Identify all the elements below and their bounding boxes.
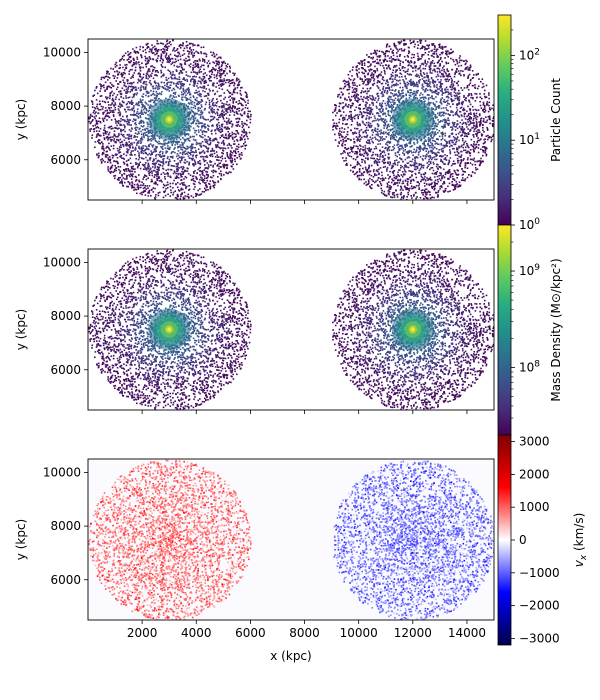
colorbar-label: Mass Density (M⊙/kpc²): [549, 258, 563, 401]
cluster-1: [88, 459, 252, 620]
x-tick-label: 4000: [181, 626, 212, 640]
y-tick-label: 8000: [50, 309, 81, 323]
y-tick-label: 8000: [50, 519, 81, 533]
panel-particle-count: 6000 8000 10000 y (kpc) 100 101 102 Particle Co…: [14, 14, 563, 232]
y-tick-label: 10000: [43, 465, 81, 479]
colorbar-tick-label: −3000: [519, 631, 560, 645]
colorbar-tick-label: 108: [519, 360, 540, 375]
cluster-1: [88, 249, 252, 410]
colorbar-tick-label: 1000: [519, 500, 550, 514]
x-tick-label: 12000: [394, 626, 432, 640]
y-tick-label: 8000: [50, 99, 81, 113]
heatmap-cells: [88, 39, 494, 200]
x-tick-label: 14000: [448, 626, 486, 640]
axes-frame: [87, 248, 495, 411]
colorbar-particle-count: 100 101 102 Particle Count: [497, 14, 563, 232]
axes-frame: [87, 458, 495, 621]
x-tick-label: 6000: [235, 626, 266, 640]
cluster-1: [88, 39, 252, 200]
colorbar-gradient: [498, 15, 511, 225]
x-axis-label: x (kpc): [270, 649, 311, 663]
y-tick-label: 10000: [43, 255, 81, 269]
cluster-2: [332, 39, 494, 200]
colorbar-tick-label: 101: [519, 132, 540, 147]
colorbar-gradient: [498, 435, 511, 645]
colorbar-tick-label: 0: [519, 533, 527, 547]
y-tick-label: 6000: [50, 153, 81, 167]
colorbar-label: Particle Count: [549, 78, 563, 162]
y-tick-label: 6000: [50, 573, 81, 587]
x-tick-label: 8000: [289, 626, 320, 640]
colorbar-tick-label: −2000: [519, 599, 560, 613]
x-tick-label: 2000: [127, 626, 158, 640]
colorbar-tick-label: 102: [519, 47, 540, 62]
colorbar-tick-label: 2000: [519, 467, 550, 481]
heatmap-cells: [88, 249, 494, 410]
y-tick-label: 6000: [50, 363, 81, 377]
colorbar-tick-label: 3000: [519, 435, 550, 449]
colorbar-mass-density: 108 109 Mass Density (M⊙/kpc²): [497, 224, 563, 436]
x-tick-label: 10000: [340, 626, 378, 640]
y-axis-label: y (kpc): [14, 99, 28, 140]
panel-mass-density: 6000 8000 10000 y (kpc) 108 109 Mass Density (…: [14, 224, 563, 436]
colorbar-tick-label: 109: [519, 263, 540, 278]
heatmap-cells: [88, 459, 494, 620]
colorbar-label: vx (km/s): [572, 513, 589, 568]
axes-frame: [87, 38, 495, 201]
cluster-2: [332, 249, 494, 410]
colorbar-tick-label: −1000: [519, 566, 560, 580]
colorbar-tick-label: 100: [519, 217, 540, 232]
y-axis-label: y (kpc): [14, 519, 28, 560]
panel-velocity-x: 2000 4000 6000 8000 10000 12000 14000600080001…: [14, 435, 589, 663]
y-tick-label: 10000: [43, 45, 81, 59]
cluster-2: [333, 460, 494, 620]
colorbar-velocity-x: −3000 −2000 −1000 0 1000 2000 3000 vx (km/s): [497, 435, 589, 645]
colorbar-gradient: [498, 225, 511, 435]
y-axis-label: y (kpc): [14, 309, 28, 350]
